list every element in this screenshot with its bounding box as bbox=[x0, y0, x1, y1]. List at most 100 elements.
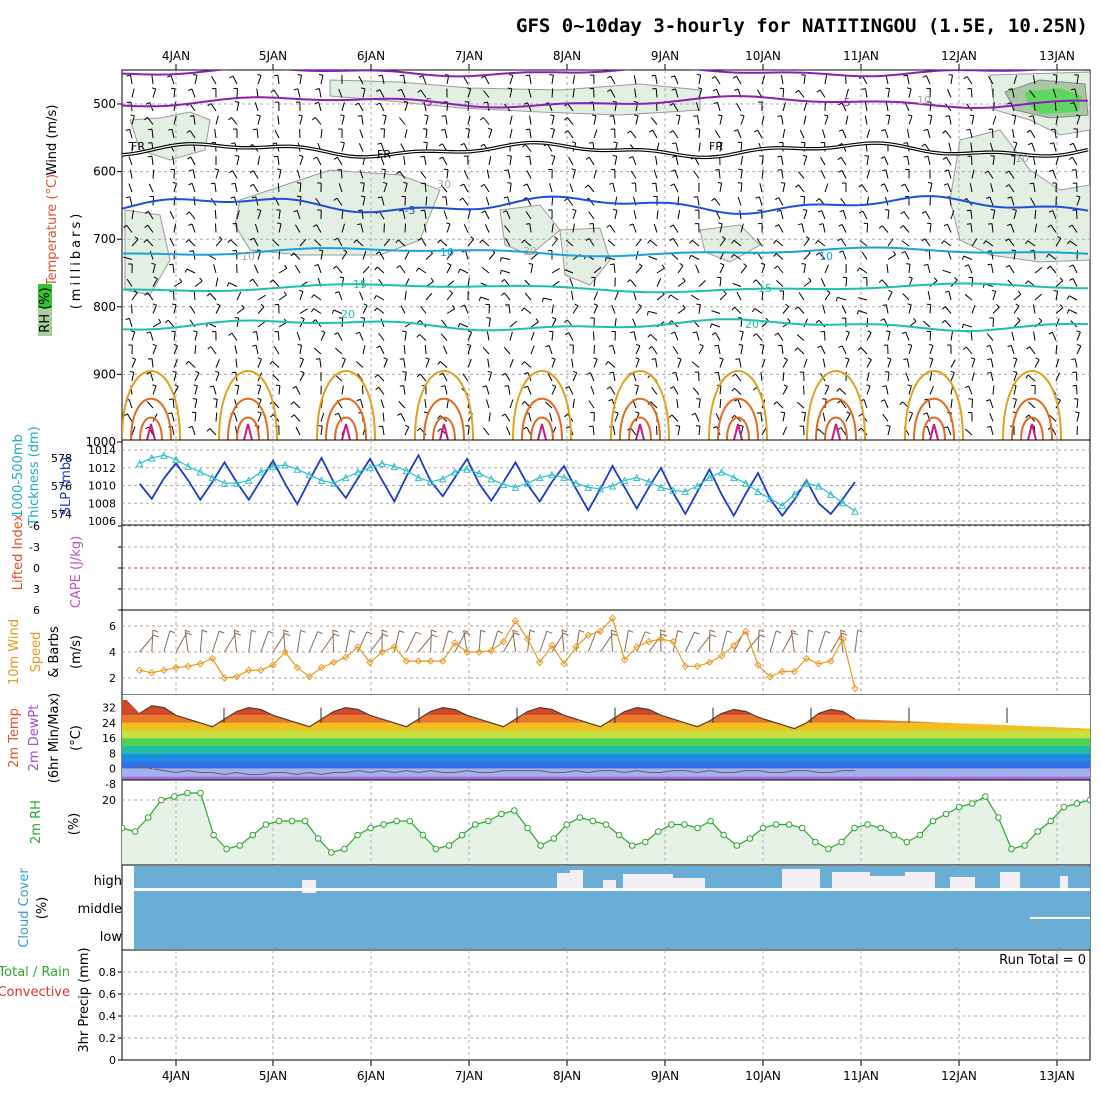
wind-barb bbox=[463, 224, 469, 233]
wind-barb-flag bbox=[945, 115, 950, 117]
wind-barb-flag bbox=[881, 129, 886, 132]
wind10-barb bbox=[248, 630, 252, 653]
wind-barb bbox=[775, 240, 784, 247]
wind-barb-flag bbox=[403, 181, 408, 184]
diurnal-contour bbox=[334, 416, 358, 440]
wind-barb-flag bbox=[523, 102, 528, 105]
wind-barb bbox=[818, 319, 826, 328]
wind-barb-flag bbox=[1070, 102, 1075, 105]
wind-barb-flag bbox=[1005, 238, 1010, 242]
wind-barb bbox=[523, 361, 532, 368]
thickness-line-marker bbox=[426, 477, 435, 486]
wind-barb bbox=[610, 75, 616, 85]
wind-barb bbox=[480, 296, 490, 301]
wind-barb-flag bbox=[950, 370, 955, 374]
wind-barb-flag bbox=[836, 388, 840, 392]
wind-barb bbox=[446, 292, 453, 301]
wind-barb bbox=[820, 170, 826, 179]
wind-barb bbox=[509, 75, 514, 85]
wind-barb bbox=[236, 318, 240, 328]
wind-barb bbox=[277, 115, 280, 125]
wind-barb bbox=[782, 306, 790, 314]
wind-barb bbox=[149, 372, 154, 382]
wind-barb bbox=[376, 307, 385, 314]
wind10-barbs bbox=[139, 629, 863, 653]
wind-barb bbox=[675, 156, 679, 166]
wind-barb bbox=[761, 75, 766, 85]
wind-barb bbox=[711, 323, 721, 328]
contour-15 bbox=[122, 282, 1088, 294]
rh2m-marker bbox=[249, 831, 257, 839]
wind-barb-flag bbox=[669, 102, 674, 107]
wind-barb-flag bbox=[777, 115, 782, 117]
wind-barb bbox=[798, 90, 805, 98]
wind-barb bbox=[593, 291, 599, 301]
wind-barb-flag bbox=[696, 303, 701, 306]
wind-barb-flag bbox=[188, 169, 194, 172]
wind-barb bbox=[572, 75, 576, 85]
wind-barb-flag bbox=[1046, 265, 1051, 270]
rh-shaded-area bbox=[499, 204, 561, 256]
wind-barb bbox=[987, 76, 994, 85]
wind-barb-flag bbox=[528, 263, 533, 265]
wind-barb-flag bbox=[844, 357, 850, 360]
wind-barb bbox=[189, 103, 196, 112]
thickness-line-marker bbox=[354, 467, 362, 476]
wind-barb bbox=[399, 117, 406, 125]
wind-barb bbox=[1010, 345, 1015, 355]
date-label-bottom: 10JAN bbox=[745, 1069, 781, 1083]
wind-barb-flag bbox=[129, 371, 134, 373]
wind-barb-flag bbox=[231, 371, 236, 374]
wind-barb bbox=[672, 346, 679, 355]
rh2m-marker bbox=[314, 835, 322, 842]
diurnal-contour-peak bbox=[635, 423, 645, 440]
wind-barb bbox=[572, 210, 577, 220]
wind10-barb-flag bbox=[169, 630, 176, 634]
wind-barb-flag bbox=[1005, 170, 1010, 174]
wind-barb-flag bbox=[759, 344, 764, 346]
precip-tick-label: 0.6 bbox=[99, 988, 117, 1001]
wind-barb-flag bbox=[754, 129, 758, 133]
rh2m-marker bbox=[485, 817, 492, 825]
precip-ylabel-3: 3hr Precip (mm) bbox=[77, 947, 92, 1052]
wind-barb bbox=[567, 130, 574, 139]
wind-barb-flag bbox=[671, 371, 676, 374]
wind-barb bbox=[866, 169, 871, 179]
thickness-line-marker bbox=[681, 487, 690, 496]
wind-barb-flag bbox=[397, 413, 402, 416]
wind-barb-flag bbox=[815, 319, 820, 324]
wind-barb-flag bbox=[185, 360, 189, 365]
wind-barb-flag bbox=[858, 413, 863, 417]
wind-barb-flag bbox=[717, 114, 723, 117]
wind-barb bbox=[131, 115, 135, 125]
wind-barb-flag bbox=[168, 128, 173, 131]
wind-barb bbox=[336, 197, 343, 206]
wind-barb bbox=[886, 264, 889, 274]
wind-barb-flag bbox=[743, 263, 748, 267]
wind-barb bbox=[272, 374, 280, 382]
wind-barb bbox=[338, 183, 343, 193]
wind-barb bbox=[383, 238, 391, 247]
wind-barb-flag bbox=[499, 270, 502, 275]
wind-barb bbox=[1074, 358, 1078, 368]
diurnal-contour bbox=[1020, 416, 1044, 440]
wind-barb bbox=[1011, 331, 1015, 341]
wind-barb-flag bbox=[734, 88, 739, 91]
wind-barb bbox=[337, 237, 343, 247]
wind-barb bbox=[761, 169, 764, 179]
wind-barb bbox=[360, 223, 364, 233]
wind-barb-flag bbox=[299, 357, 304, 360]
wind-barb-flag bbox=[209, 385, 214, 388]
wind-barb-flag bbox=[269, 414, 274, 418]
wind-barb-flag bbox=[311, 294, 315, 299]
wind-barb-flag bbox=[551, 384, 557, 387]
wind-barb bbox=[236, 291, 242, 301]
wind-barb-flag bbox=[923, 263, 928, 266]
diurnal-contour-peak bbox=[439, 423, 449, 440]
cloud-separator bbox=[1030, 917, 1090, 919]
li-tick-label: 3 bbox=[33, 583, 40, 596]
wind-barb bbox=[277, 156, 280, 166]
wind-barb-flag bbox=[1011, 249, 1016, 252]
wind-barb-flag bbox=[731, 306, 735, 311]
